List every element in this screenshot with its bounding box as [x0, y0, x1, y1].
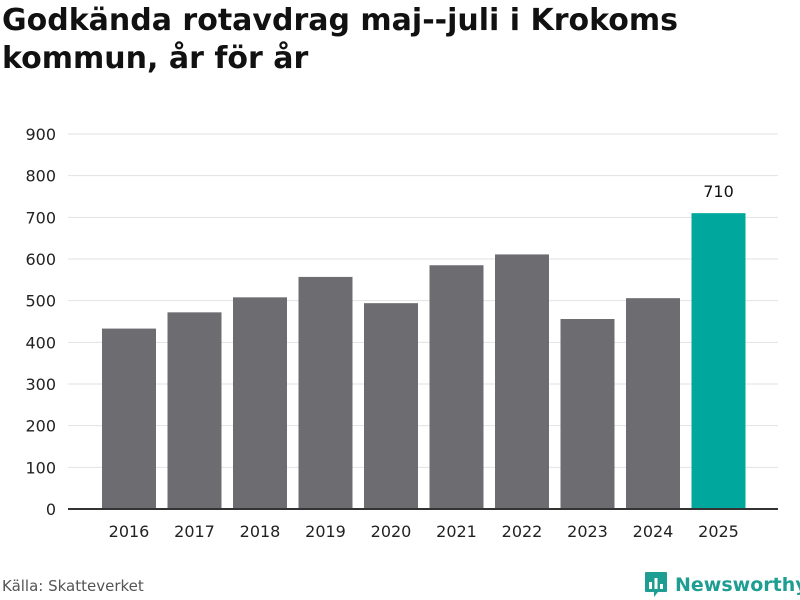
bar-chart-logo-icon [645, 572, 667, 597]
x-tick-label: 2020 [371, 522, 412, 541]
x-tick-label: 2023 [567, 522, 608, 541]
source-note: Källa: Skatteverket [2, 577, 144, 595]
bar-2020 [364, 303, 418, 509]
bar-2017 [167, 312, 222, 509]
brand-logo: Newsworthy [644, 570, 800, 600]
data-label: 710 [703, 182, 734, 201]
bar-2025 [691, 213, 746, 509]
bars [102, 213, 746, 509]
y-tick-label: 900 [25, 125, 56, 144]
y-tick-label: 700 [25, 208, 56, 227]
x-tick-label: 2025 [698, 522, 739, 541]
y-tick-label: 0 [46, 500, 56, 519]
y-tick-label: 400 [25, 333, 56, 352]
x-tick-label: 2017 [174, 522, 215, 541]
y-tick-label: 800 [25, 167, 56, 186]
chart-title: Godkända rotavdrag maj--juli i Krokoms k… [2, 3, 678, 76]
y-tick-label: 300 [25, 375, 56, 394]
x-axis-ticks: 2016 2017 2018 2019 2020 2021 2022 2023 2024 2025 [109, 522, 739, 541]
bar-2016 [102, 328, 156, 509]
data-labels: 710 [703, 182, 734, 201]
brand-name: Newsworthy [675, 574, 800, 596]
x-tick-label: 2018 [240, 522, 281, 541]
y-tick-label: 600 [25, 250, 56, 269]
y-tick-label: 100 [25, 458, 56, 477]
y-tick-label: 200 [25, 417, 56, 436]
x-tick-label: 2022 [502, 522, 543, 541]
y-tick-label: 500 [25, 292, 56, 311]
x-tick-label: 2019 [305, 522, 346, 541]
bar-2022 [495, 254, 549, 509]
x-tick-label: 2021 [436, 522, 477, 541]
bar-2018 [233, 297, 287, 509]
x-tick-label: 2016 [109, 522, 150, 541]
bar-2021 [429, 265, 484, 509]
bar-2019 [298, 276, 353, 509]
y-axis-ticks: 0 100 200 300 400 500 600 700 800 900 [25, 125, 56, 519]
x-tick-label: 2024 [633, 522, 674, 541]
bar-2023 [560, 319, 615, 509]
bar-2024 [626, 298, 680, 509]
